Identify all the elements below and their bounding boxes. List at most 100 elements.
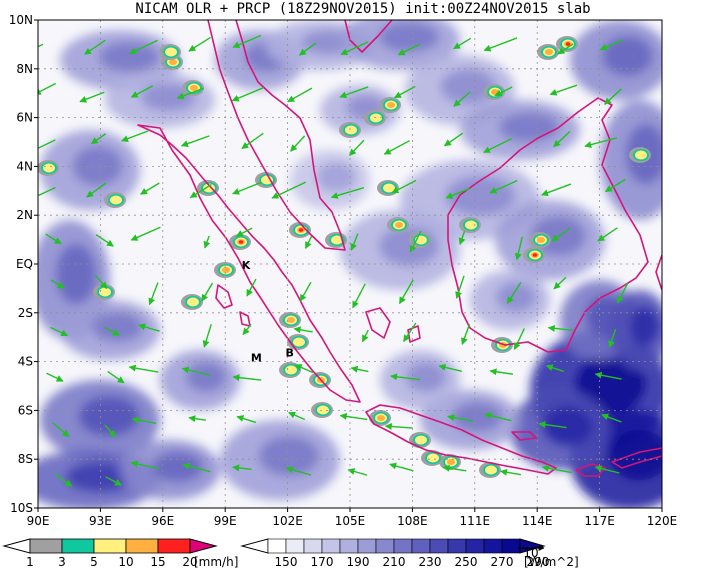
olr-cloud-core <box>379 226 439 266</box>
wind-vector <box>294 364 314 374</box>
wind-vector <box>130 85 154 98</box>
rain-cell <box>485 465 497 475</box>
wind-vector <box>538 421 567 429</box>
wind-vector <box>545 364 564 373</box>
wind-vector <box>94 274 108 289</box>
wind-vector <box>232 464 252 472</box>
wind-vector <box>506 282 522 304</box>
rain-cell-heavy <box>545 49 553 55</box>
wind-vector <box>287 87 313 103</box>
wind-vector <box>383 140 410 155</box>
wind-vector <box>350 365 369 373</box>
wind-vector <box>236 415 257 424</box>
wind-vector <box>499 468 521 476</box>
wind-vector <box>389 462 414 472</box>
x-tick-label: 117E <box>584 514 615 528</box>
location-marker-m: M <box>251 352 262 365</box>
rain-cell-heavy <box>287 317 295 323</box>
wind-vector <box>129 39 158 55</box>
olr-cloud-core <box>99 42 159 72</box>
rain-cell <box>99 287 111 297</box>
wind-vector <box>445 187 471 199</box>
olr-cloud-core <box>79 396 139 436</box>
x-tick-label: 111E <box>460 514 491 528</box>
olr-colorbar-swatch <box>411 538 431 554</box>
wind-vector <box>121 130 149 142</box>
olr-colorbar-swatch <box>429 538 449 554</box>
olr-cloud-core <box>406 362 446 392</box>
rain-cell-intense <box>298 228 304 232</box>
y-tick-label: 10N <box>9 13 33 27</box>
y-tick-label: 8N <box>16 62 33 76</box>
wind-vector <box>347 468 368 476</box>
wind-vector <box>489 180 518 194</box>
wind-vector <box>584 137 618 148</box>
olr-colorbar-label: 210 <box>383 555 406 569</box>
rain-cell <box>427 453 439 463</box>
wind-vector <box>398 279 414 305</box>
x-tick-label: 108E <box>397 514 428 528</box>
coastline-sulawesi-edge <box>655 254 662 291</box>
wind-vector <box>409 230 422 253</box>
olr-cloud-core <box>56 244 96 304</box>
olr-colorbar-high-end <box>519 538 546 554</box>
wind-vector <box>551 227 571 242</box>
rain-cell <box>317 405 329 415</box>
y-tick-label: 8S <box>18 452 33 466</box>
prcp-colorbar-low-end <box>2 538 31 554</box>
wind-vector <box>547 324 573 332</box>
y-tick-label: 2N <box>16 208 33 222</box>
wind-vector <box>188 36 211 52</box>
olr-colorbar-label: 190 <box>347 555 370 569</box>
rain-cell <box>285 365 297 375</box>
wind-vector <box>393 85 416 99</box>
olr-colorbar-label: 150 <box>275 555 298 569</box>
olr-colorbar-swatch <box>267 538 287 554</box>
olr-cloud-core <box>92 312 143 342</box>
rain-cell-heavy <box>222 267 230 273</box>
wind-vector <box>549 84 578 96</box>
rain-cell <box>465 220 477 230</box>
olr-colorbar-label: 230 <box>419 555 442 569</box>
olr-colorbar-swatch <box>447 538 467 554</box>
olr-cloud-core <box>452 402 503 432</box>
rain-cell <box>415 435 427 445</box>
rain-cell <box>165 47 177 57</box>
olr-colorbar-swatch <box>393 538 413 554</box>
wind-vector <box>384 423 413 430</box>
olr-cloud-core <box>259 436 319 476</box>
wind-vector <box>54 473 73 487</box>
map-title: NICAM OLR + PRCP (18Z29NOV2015) init:00Z… <box>135 1 591 17</box>
wind-vector <box>453 91 471 107</box>
wind-vector <box>330 187 365 199</box>
coastline-indochina <box>344 20 393 53</box>
olr-cloud-core <box>496 282 536 312</box>
rain-cell <box>383 183 395 193</box>
y-tick-label: 6N <box>16 111 33 125</box>
x-tick-label: 96E <box>151 514 174 528</box>
wind-vector <box>84 39 106 55</box>
prcp-colorbar-swatch <box>29 538 63 554</box>
wind-vector <box>616 282 629 304</box>
olr-colorbar-swatch <box>321 538 341 554</box>
coastline-java <box>365 404 557 475</box>
wind-vector <box>403 322 417 343</box>
wind-vector <box>489 368 514 376</box>
location-marker-k: K <box>242 259 251 272</box>
wind-vector <box>246 278 257 297</box>
wind-vector <box>514 236 523 261</box>
wind-vector <box>201 282 214 302</box>
olr-cloud-core <box>445 176 516 216</box>
wind-vector <box>188 415 207 423</box>
wind-vector <box>90 133 107 145</box>
wind-vector <box>148 282 159 306</box>
wind-vector <box>483 138 513 154</box>
wind-vector <box>38 139 56 150</box>
rain-cell <box>187 297 199 307</box>
prcp-colorbar-unit: [mm/h] <box>194 555 238 569</box>
wind-vector <box>182 462 211 473</box>
wind-vector <box>340 41 369 56</box>
wind-vector <box>128 364 159 373</box>
prcp-colorbar-label: 15 <box>150 555 165 569</box>
wind-vector <box>131 416 157 425</box>
